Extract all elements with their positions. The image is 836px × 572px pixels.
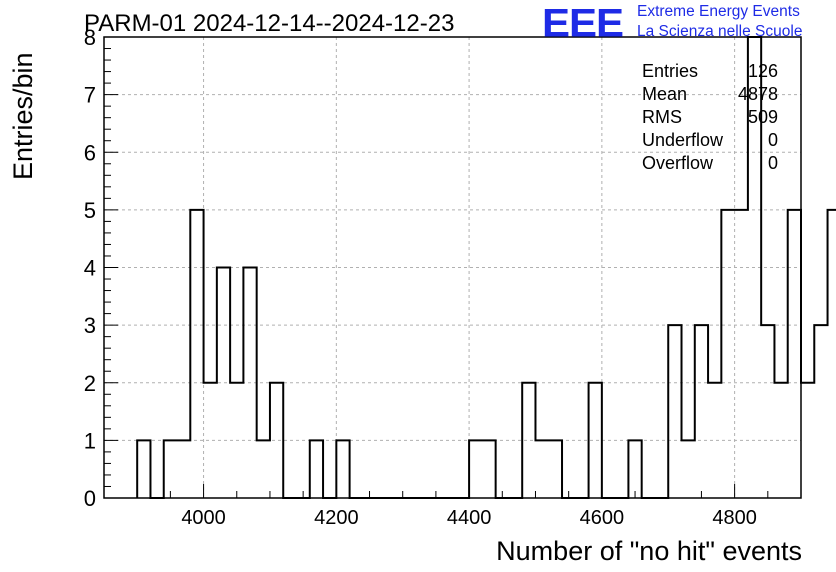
stat-label: Entries: [642, 61, 699, 81]
y-tick-label: 8: [84, 25, 96, 50]
x-tick-label: 4000: [181, 507, 226, 529]
stat-value: 126: [747, 61, 778, 81]
stats-row-mean: Mean 4878: [642, 83, 778, 106]
stat-value: 0: [767, 130, 778, 150]
stats-row-rms: RMS 509: [642, 106, 778, 129]
x-tick-label: 4400: [447, 507, 492, 529]
histogram-bin: [668, 325, 681, 498]
histogram-bin: [549, 440, 562, 498]
stat-label: Overflow: [642, 153, 714, 173]
histogram-bin: [469, 440, 482, 498]
histogram-bin: [695, 325, 708, 498]
stats-row-underflow: Underflow 0: [642, 129, 778, 152]
y-tick-label: 4: [84, 256, 96, 281]
stats-box: Entries 126 Mean 4878 RMS 509 Underflow 0 Ov…: [642, 60, 778, 175]
stat-value: 4878: [737, 84, 778, 104]
histogram-bin: [257, 440, 270, 498]
y-tick-label: 7: [84, 83, 96, 108]
stat-label: Mean: [642, 84, 688, 104]
y-tick-label: 3: [84, 313, 96, 338]
stat-value: 0: [767, 153, 778, 173]
histogram-bin: [721, 210, 734, 498]
histogram-bin: [535, 440, 548, 498]
x-axis-label: Number of "no hit" events: [496, 536, 802, 566]
histogram-bin: [761, 325, 774, 498]
histogram-bin: [828, 210, 836, 498]
histogram-bin: [336, 440, 349, 498]
histogram-bin: [164, 440, 177, 498]
chart-title: PARM-01 2024-12-14--2024-12-23: [84, 10, 455, 37]
histogram-bin: [801, 383, 814, 498]
y-tick-label: 0: [84, 486, 96, 511]
histogram-bin: [270, 383, 283, 498]
y-tick-label: 1: [84, 428, 96, 453]
histogram-bin: [190, 210, 203, 498]
y-tick-label: 2: [84, 371, 96, 396]
histogram-outline: [136, 36, 836, 499]
logo-caption: Extreme Energy Events La Scienza nelle S…: [637, 2, 802, 42]
histogram-bin: [482, 440, 495, 498]
stat-label: Underflow: [642, 130, 724, 150]
histogram-bin: [788, 210, 801, 498]
histogram-bin: [137, 440, 150, 498]
y-tick-label: 5: [84, 198, 96, 223]
eee-logo: EEE: [542, 0, 624, 45]
histogram-bin: [814, 325, 827, 498]
stat-label: RMS: [642, 107, 682, 127]
x-tick-label: 4200: [314, 507, 359, 529]
x-tick-label: 4800: [712, 507, 757, 529]
histogram-bin: [310, 440, 323, 498]
histogram-bin: [735, 210, 748, 498]
logo-caption-line2: La Scienza nelle Scuole: [637, 23, 803, 40]
stats-row-entries: Entries 126: [642, 60, 778, 83]
stats-row-overflow: Overflow 0: [642, 152, 778, 175]
y-tick-label: 6: [84, 140, 96, 165]
stat-value: 509: [747, 107, 778, 127]
x-tick-label: 4600: [580, 507, 625, 529]
logo-caption-line1: Extreme Energy Events: [637, 3, 800, 20]
histogram-bin: [682, 440, 695, 498]
histogram-bin: [177, 440, 190, 498]
histogram-bin: [628, 440, 641, 498]
y-axis-label: Entries/bin: [8, 52, 38, 180]
